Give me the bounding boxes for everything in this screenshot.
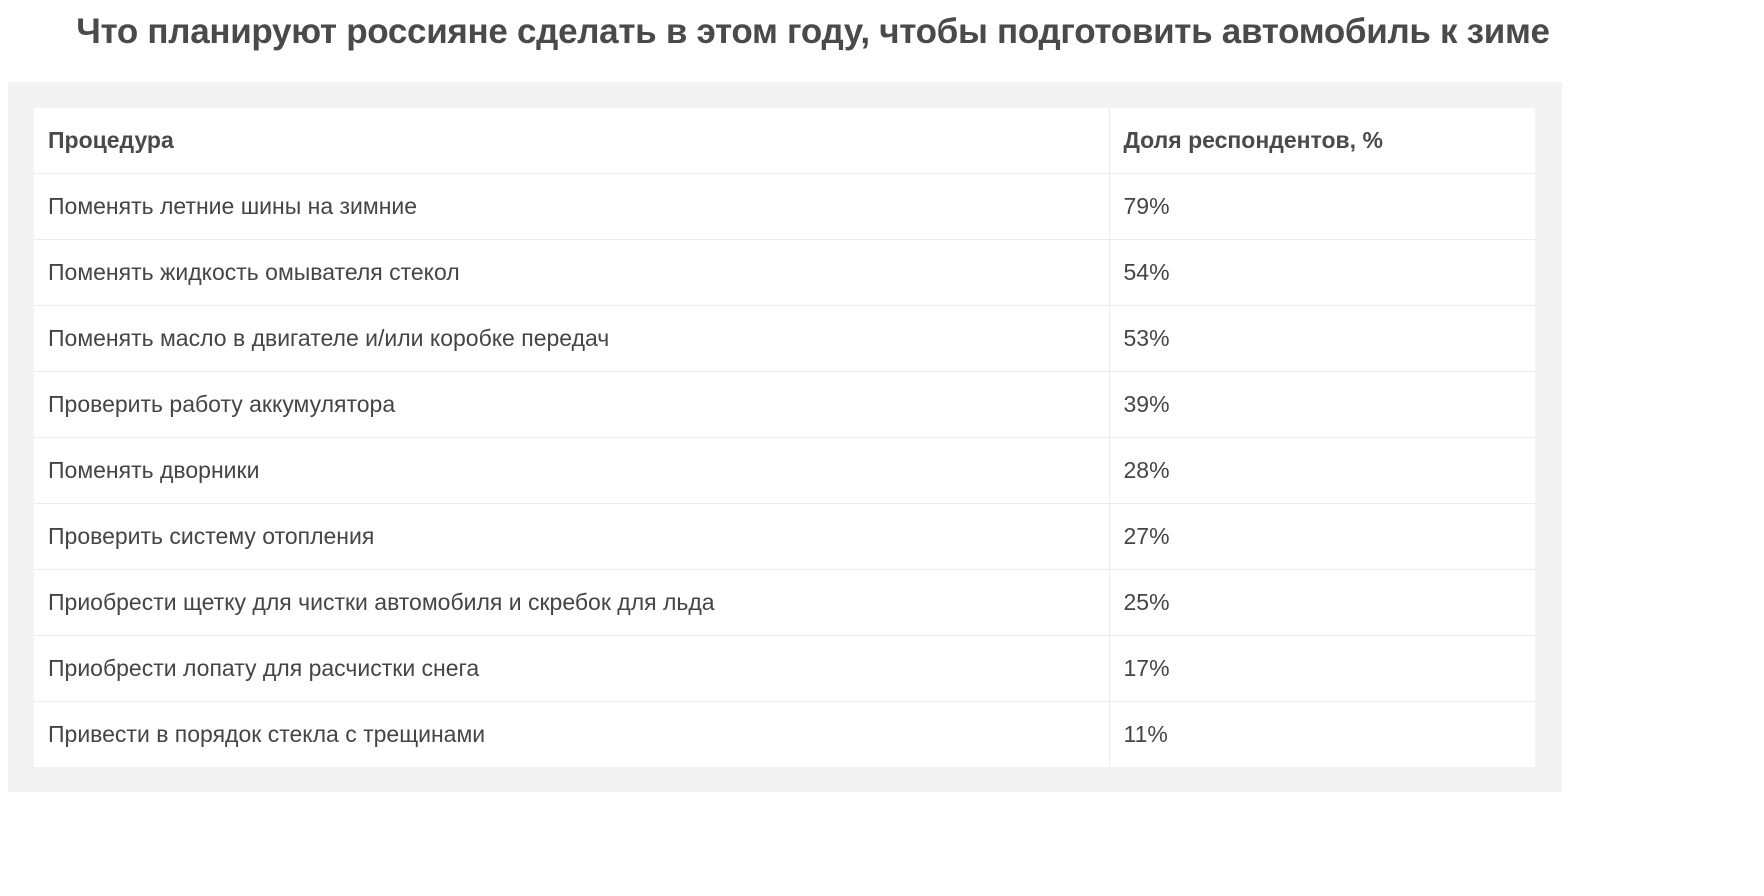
table-row: Поменять жидкость омывателя стекол 54% [34, 239, 1535, 306]
procedure-cell: Поменять масло в двигателе и/или коробке… [34, 305, 1110, 372]
chart-title: Что планируют россияне сделать в этом го… [76, 12, 1550, 51]
share-cell: 25% [1109, 569, 1535, 636]
column-header-procedure: Процедура [34, 108, 1110, 174]
table-row: Проверить работу аккумулятора 39% [34, 371, 1535, 438]
share-cell: 27% [1109, 503, 1535, 570]
column-header-share: Доля респондентов, % [1109, 108, 1535, 174]
table-row: Привести в порядок стекла с трещинами 11… [34, 701, 1535, 767]
table-panel: Процедура Доля респондентов, % Поменять … [8, 82, 1562, 792]
data-table: Процедура Доля респондентов, % Поменять … [34, 108, 1535, 767]
procedure-cell: Поменять жидкость омывателя стекол [34, 239, 1110, 306]
table-row: Проверить систему отопления 27% [34, 503, 1535, 570]
table-row: Поменять дворники 28% [34, 437, 1535, 504]
table-row: Поменять масло в двигателе и/или коробке… [34, 305, 1535, 372]
procedure-cell: Проверить работу аккумулятора [34, 371, 1110, 438]
procedure-cell: Приобрести щетку для чистки автомобиля и… [34, 569, 1110, 636]
procedure-cell: Привести в порядок стекла с трещинами [34, 701, 1110, 767]
share-cell: 53% [1109, 305, 1535, 372]
share-cell: 28% [1109, 437, 1535, 504]
table-row: Приобрести лопату для расчистки снега 17… [34, 635, 1535, 702]
share-cell: 79% [1109, 173, 1535, 240]
table-row: Поменять летние шины на зимние 79% [34, 173, 1535, 240]
share-cell: 54% [1109, 239, 1535, 306]
procedure-cell: Приобрести лопату для расчистки снега [34, 635, 1110, 702]
procedure-cell: Поменять летние шины на зимние [34, 173, 1110, 240]
table-header-row: Процедура Доля респондентов, % [34, 108, 1535, 174]
share-cell: 11% [1123, 721, 1168, 747]
procedure-cell: Проверить систему отопления [34, 503, 1110, 570]
procedure-cell: Поменять дворники [34, 437, 1110, 504]
share-cell: 17% [1109, 635, 1535, 702]
share-cell: 39% [1109, 371, 1535, 438]
table-row: Приобрести щетку для чистки автомобиля и… [34, 569, 1535, 636]
